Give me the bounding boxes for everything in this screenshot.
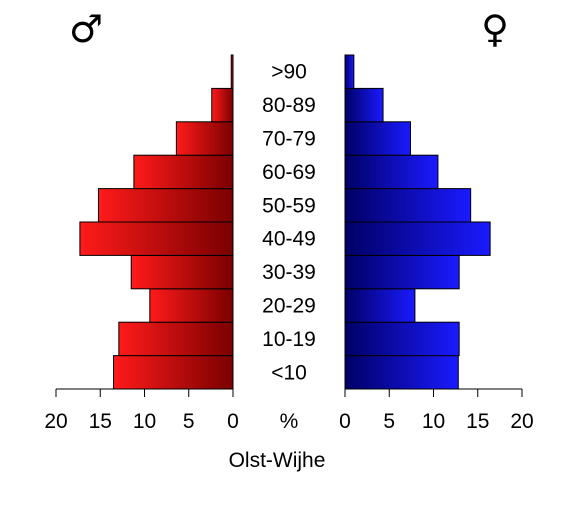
male-bar-70-79 bbox=[175, 121, 234, 156]
age-label-60-69: 60-69 bbox=[262, 161, 316, 184]
age-label-30-39: 30-39 bbox=[262, 261, 316, 284]
male-tick-label-15: 15 bbox=[89, 410, 112, 433]
female-bar-60-69 bbox=[344, 154, 439, 190]
male-tick-label-5: 5 bbox=[183, 410, 195, 433]
age-label-40-49: 40-49 bbox=[262, 228, 316, 251]
male-symbol: ♂ bbox=[69, 7, 103, 51]
female-bar-40-49 bbox=[344, 221, 491, 256]
female-tick-label-20: 20 bbox=[510, 410, 533, 433]
age-group-labels: <10 10-19 20-29 30-39 40-49 50-59 60-69 70-79 80… bbox=[262, 61, 316, 385]
age-label-20-29: 20-29 bbox=[262, 295, 316, 318]
female-symbol: ♀ bbox=[481, 7, 509, 51]
age-label-80-89: 80-89 bbox=[262, 94, 316, 117]
male-bar-40-49 bbox=[79, 221, 234, 256]
female-bar-50-59 bbox=[344, 188, 472, 223]
age-label-10-19: 10-19 bbox=[262, 328, 316, 351]
male-bars bbox=[79, 54, 234, 390]
age-label-<10: <10 bbox=[271, 361, 307, 384]
female-bar-80-89 bbox=[344, 87, 384, 123]
female-x-axis: 0 5 10 15 20 bbox=[339, 388, 534, 433]
female-tick-label-0: 0 bbox=[339, 410, 351, 433]
male-x-axis: 20 15 10 5 0 bbox=[44, 388, 239, 433]
female-bar-70-79 bbox=[344, 121, 411, 156]
female-bar-<10 bbox=[344, 355, 459, 390]
female-tick-label-5: 5 bbox=[383, 410, 395, 433]
male-tick-label-20: 20 bbox=[44, 410, 67, 433]
age-label->90: >90 bbox=[271, 61, 307, 84]
male-bar-30-39 bbox=[130, 254, 234, 290]
male-bar-<10 bbox=[113, 355, 234, 390]
age-label-50-59: 50-59 bbox=[262, 194, 316, 217]
female-tick-label-15: 15 bbox=[466, 410, 489, 433]
axis-unit-label: % bbox=[280, 410, 299, 433]
male-bar-20-29 bbox=[149, 288, 234, 323]
male-bar-80-89 bbox=[211, 87, 234, 123]
male-bar->90 bbox=[230, 54, 234, 89]
x-axis-title: Olst-Wijhe bbox=[229, 449, 326, 472]
female-bar-10-19 bbox=[344, 321, 460, 357]
female-bars bbox=[344, 54, 491, 390]
female-bar-20-29 bbox=[344, 288, 416, 323]
female-tick-label-10: 10 bbox=[422, 410, 445, 433]
female-bar->90 bbox=[344, 54, 355, 89]
male-tick-label-10: 10 bbox=[133, 410, 156, 433]
male-bar-60-69 bbox=[133, 154, 234, 190]
age-label-70-79: 70-79 bbox=[262, 128, 316, 151]
male-tick-label-0: 0 bbox=[227, 410, 239, 433]
female-bar-30-39 bbox=[344, 254, 460, 290]
male-bar-10-19 bbox=[118, 321, 234, 357]
male-bar-50-59 bbox=[97, 188, 234, 223]
